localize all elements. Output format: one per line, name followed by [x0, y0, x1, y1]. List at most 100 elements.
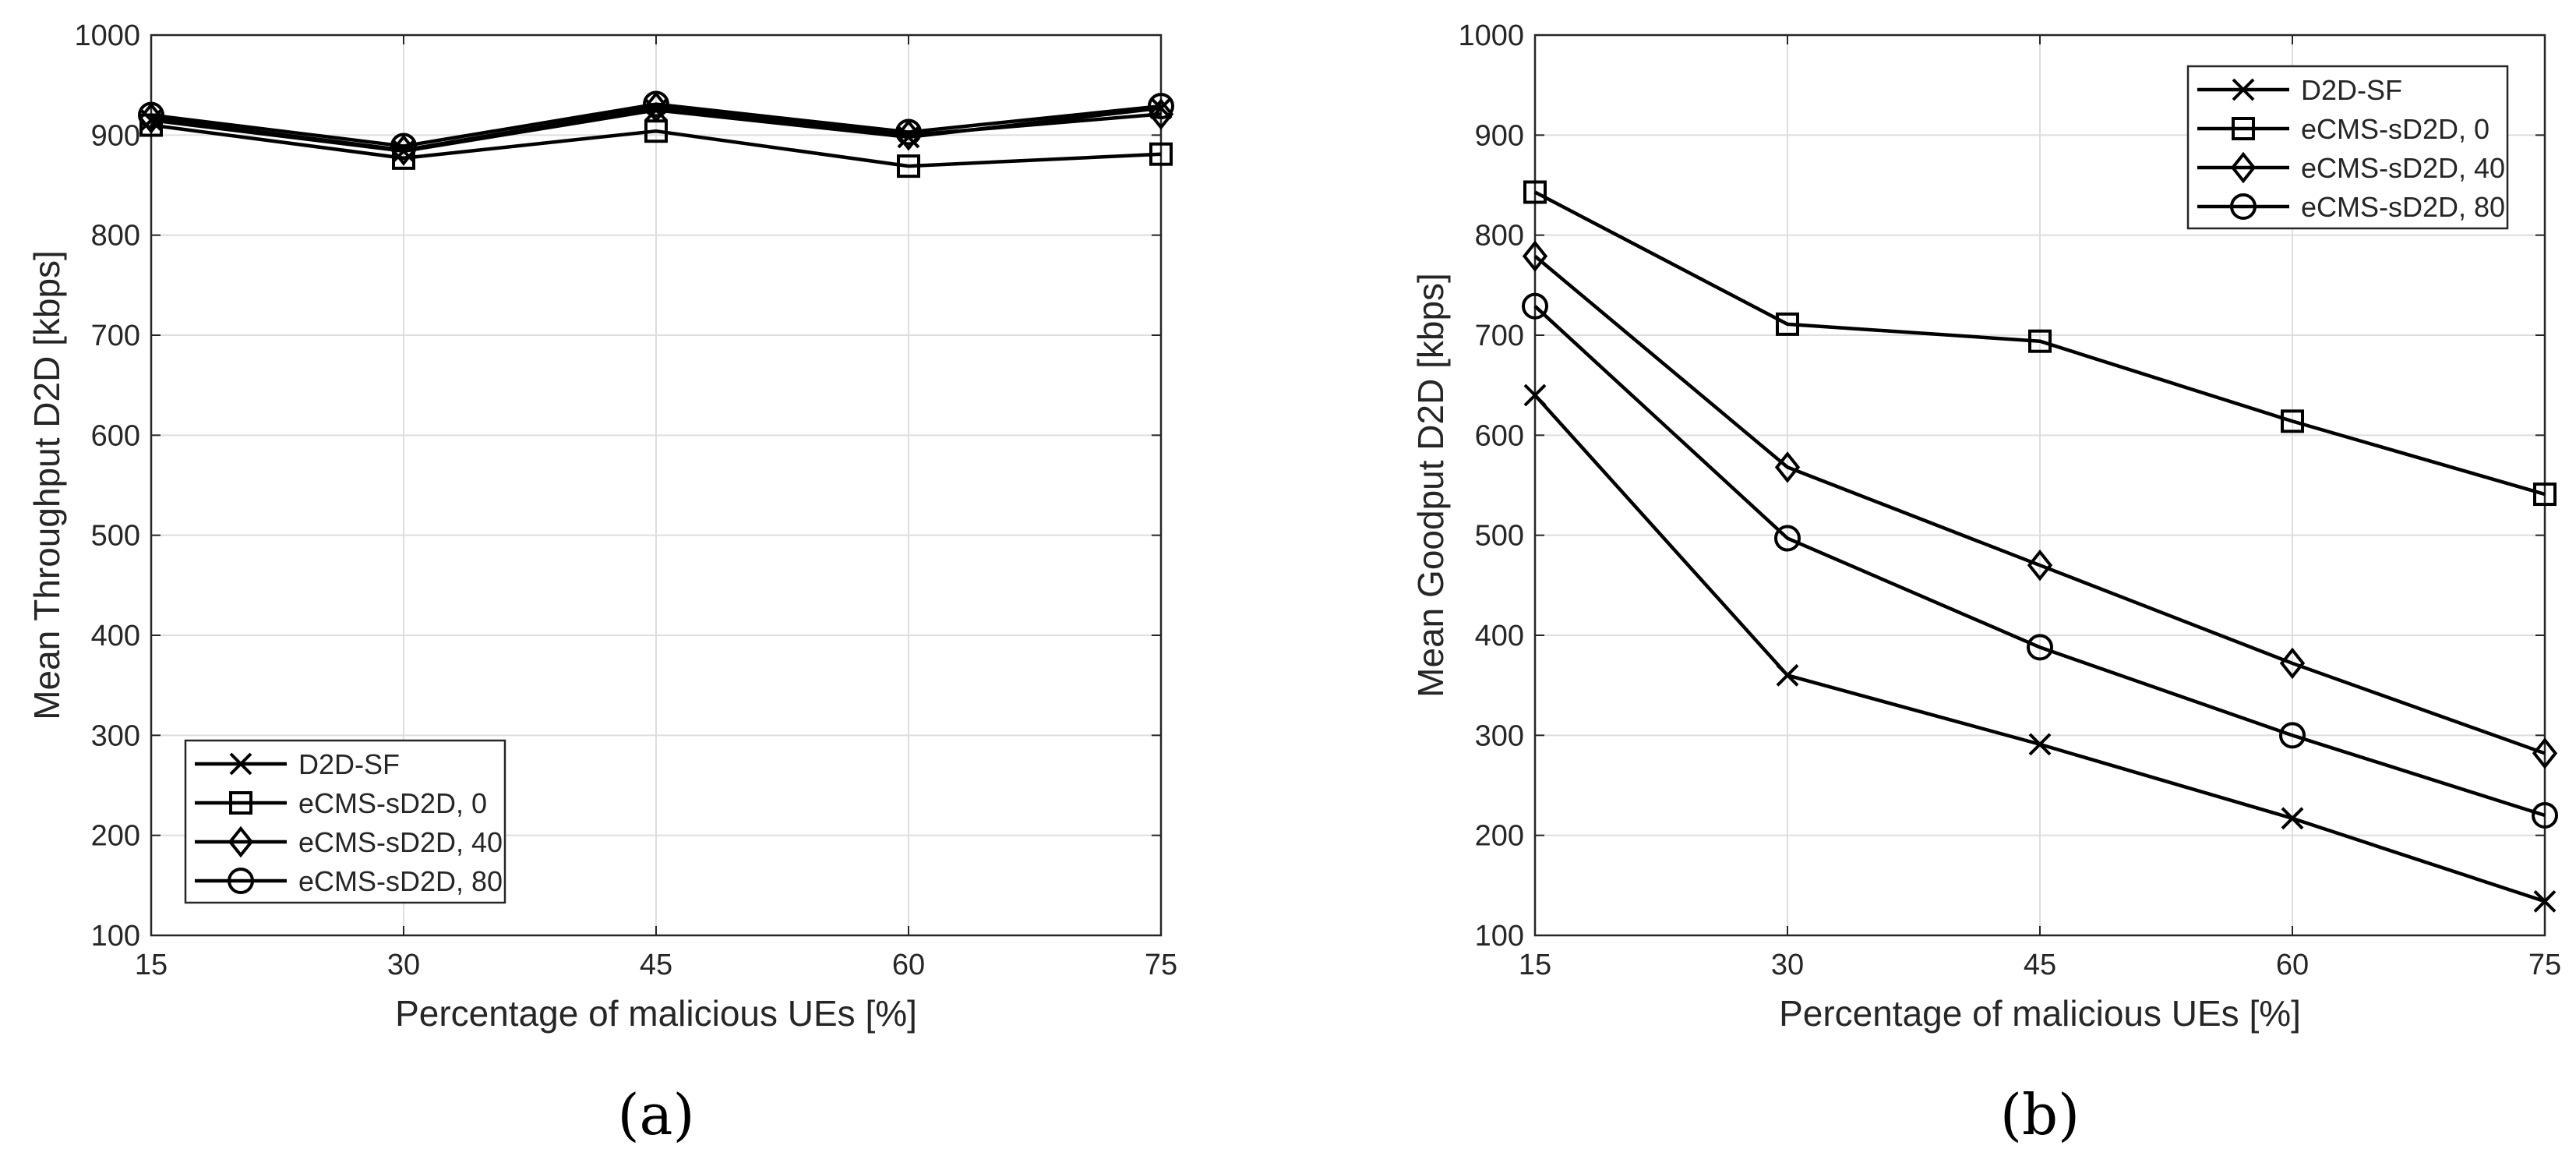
data-point-marker: [895, 118, 922, 146]
data-point-marker: [2281, 807, 2304, 830]
x-tick-label: 15: [1519, 949, 1551, 981]
legend-marker: [229, 752, 252, 776]
x-axis-label: Percentage of malicious UEs [%]: [1779, 993, 2301, 1034]
series-d2d-sf: [1523, 384, 2557, 913]
panel-caption: (b): [2000, 1082, 2080, 1147]
legend: D2D-SF eCMS-sD2D, 0 eCMS-sD2D, 40 eCMS-sD2D…: [184, 739, 506, 904]
data-point-marker: [1776, 663, 1799, 687]
y-tick-label: 900: [1475, 119, 1524, 152]
y-axis-label: Mean Throughput D2D [kbps]: [26, 250, 67, 720]
chart-panel-b: 100 200 300 400 500 600 700 800 900 1000 15 30 45 60 7…: [1410, 19, 2561, 1147]
series-line: [1533, 190, 2546, 497]
series-line: [1533, 305, 2546, 818]
y-tick-label: 400: [91, 620, 140, 652]
y-tick-label: 800: [1475, 220, 1524, 253]
x-tick-label: 30: [387, 949, 420, 981]
y-tick-label: 300: [91, 719, 140, 752]
x-axis-label: Percentage of malicious UEs [%]: [395, 993, 917, 1034]
y-tick-label: 1000: [74, 19, 140, 52]
data-point-marker: [2027, 549, 2053, 582]
data-point-marker: [643, 91, 669, 123]
x-tick-label: 75: [1145, 949, 1177, 981]
series-line: [150, 105, 1162, 152]
data-point-marker: [139, 113, 163, 137]
series-line: [1533, 254, 2546, 755]
data-point-marker: [1149, 142, 1173, 166]
legend-label: eCMS-sD2D, 0: [298, 787, 487, 819]
series-ecms-sd2d-80: [1522, 292, 2558, 829]
data-point-marker: [392, 146, 415, 170]
data-point-marker: [1522, 292, 1548, 320]
y-tick-label: 1000: [1458, 19, 1524, 52]
data-point-marker: [1523, 180, 1547, 204]
y-tick-label: 400: [1475, 620, 1524, 652]
y-tick-label: 700: [1475, 320, 1524, 352]
data-point-marker: [2027, 634, 2053, 661]
data-point-marker: [897, 154, 920, 179]
data-point-marker: [1148, 93, 1174, 120]
series-line: [150, 102, 1162, 148]
data-point-marker: [2028, 733, 2052, 756]
data-point-marker: [2279, 647, 2306, 680]
data-point-marker: [1148, 98, 1174, 130]
y-tick-label: 600: [91, 419, 140, 452]
chart-panel-a: 100 200 300 400 500 600 700 800 900 1000 15 30 45 60 7…: [26, 19, 1177, 1147]
data-point-marker: [1776, 312, 1799, 336]
data-point-marker: [2279, 722, 2306, 749]
y-tick-label: 800: [91, 220, 140, 253]
x-tick-label: 15: [135, 949, 168, 981]
y-axis-label: Mean Goodput D2D [kbps]: [1410, 273, 1451, 698]
y-tick-label: 200: [1475, 820, 1524, 853]
data-point-marker: [2533, 483, 2557, 507]
y-tick-label: 500: [1475, 520, 1524, 553]
data-point-marker: [1522, 240, 1548, 272]
legend-marker: [2230, 151, 2257, 184]
legend-marker: [2230, 193, 2257, 220]
x-tick-label: 60: [892, 949, 925, 981]
y-tick-label: 600: [1475, 419, 1524, 452]
x-tick-label: 75: [2528, 949, 2561, 981]
data-point-marker: [138, 102, 164, 134]
data-point-marker: [2281, 409, 2304, 433]
series-ecms-sd2d-40: [1522, 240, 2558, 769]
legend-label: D2D-SF: [298, 748, 400, 780]
legend-marker: [2232, 117, 2255, 140]
legend-marker: [228, 868, 254, 894]
panel-caption: (a): [617, 1082, 694, 1147]
series-ecms-sd2d-80: [138, 90, 1174, 160]
data-point-marker: [2532, 802, 2558, 829]
legend-marker: [228, 825, 254, 858]
x-tick-label: 60: [2276, 949, 2309, 981]
x-tick-label: 30: [1771, 949, 1804, 981]
data-point-marker: [2533, 889, 2557, 913]
series-ecms-sd2d-0: [1523, 180, 2557, 507]
x-tick-label: 45: [2024, 949, 2056, 981]
y-tick-label: 100: [1475, 920, 1524, 953]
y-tick-label: 100: [91, 920, 140, 953]
data-point-marker: [1523, 384, 1547, 407]
legend: D2D-SF eCMS-sD2D, 0 eCMS-sD2D, 40 eCMS-sD2D…: [2186, 65, 2509, 230]
y-tick-label: 900: [91, 119, 140, 152]
legend-label: eCMS-sD2D, 0: [2301, 113, 2490, 145]
legend-label: D2D-SF: [2301, 74, 2402, 106]
y-tick-label: 700: [91, 320, 140, 352]
legend-label: eCMS-sD2D, 80: [2301, 191, 2505, 223]
legend-marker: [229, 791, 252, 815]
y-tick-label: 300: [1475, 719, 1524, 752]
y-tick-label: 200: [91, 820, 140, 853]
legend-label: eCMS-sD2D, 40: [298, 826, 503, 858]
legend-label: eCMS-sD2D, 40: [2301, 152, 2505, 184]
legend-marker: [2232, 78, 2255, 101]
data-point-marker: [643, 90, 669, 118]
data-point-marker: [1774, 525, 1801, 552]
data-point-marker: [1774, 451, 1801, 483]
data-point-marker: [2028, 329, 2052, 353]
data-point-marker: [138, 101, 164, 129]
x-tick-label: 45: [640, 949, 672, 981]
legend-label: eCMS-sD2D, 80: [298, 865, 503, 897]
data-point-marker: [2532, 737, 2558, 769]
data-point-marker: [390, 133, 417, 160]
y-tick-label: 500: [91, 520, 140, 553]
series-line: [150, 123, 1162, 168]
